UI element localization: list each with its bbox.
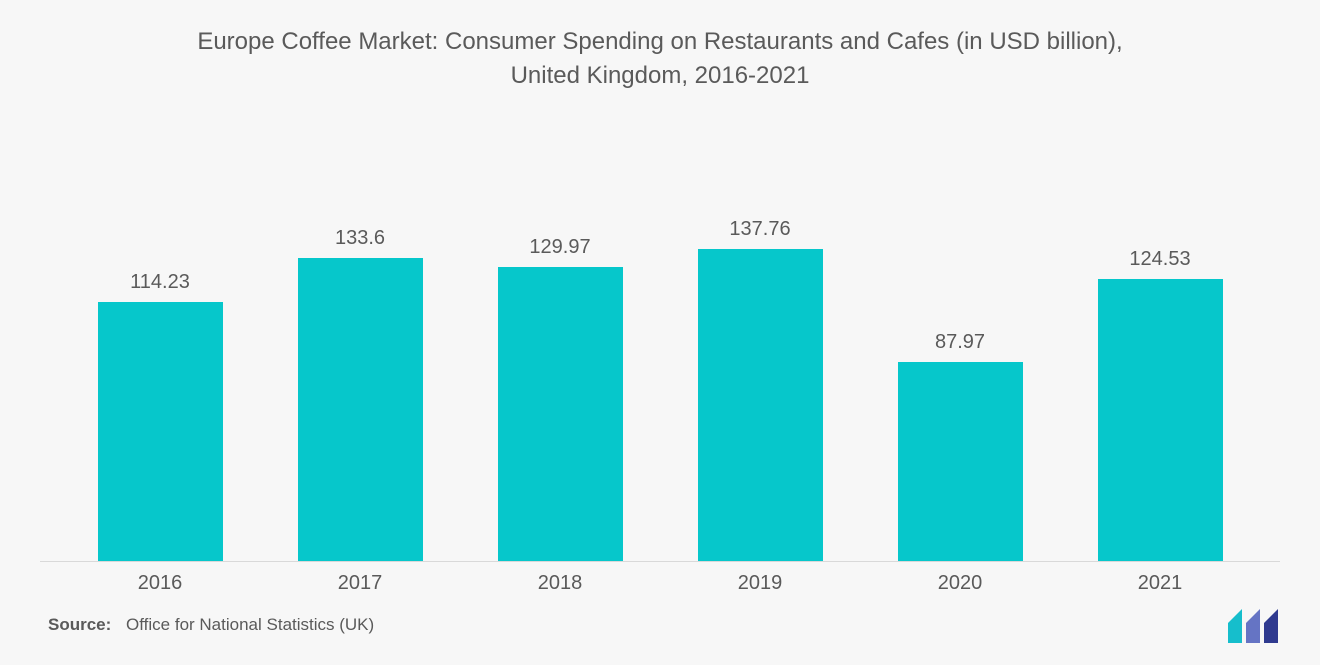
source-key: Source: bbox=[48, 615, 111, 634]
x-axis-label: 2016 bbox=[60, 572, 260, 595]
x-axis-label: 2020 bbox=[860, 572, 1060, 595]
bar-group: 133.6 bbox=[260, 162, 460, 561]
bar-value-label: 87.97 bbox=[935, 331, 985, 354]
bar-value-label: 124.53 bbox=[1129, 248, 1190, 271]
bar-value-label: 114.23 bbox=[130, 271, 190, 294]
bar-value-label: 137.76 bbox=[729, 218, 790, 241]
title-line-2: United Kingdom, 2016-2021 bbox=[511, 62, 810, 89]
bar-value-label: 129.97 bbox=[529, 236, 590, 259]
bar-group: 114.23 bbox=[60, 162, 260, 561]
x-axis-label: 2019 bbox=[660, 572, 860, 595]
bar-value-label: 133.6 bbox=[335, 227, 385, 250]
x-axis-label: 2018 bbox=[460, 572, 660, 595]
bar-group: 124.53 bbox=[1060, 162, 1260, 561]
logo-bar-1 bbox=[1228, 609, 1242, 643]
logo-bar-2 bbox=[1246, 609, 1260, 643]
bar bbox=[298, 258, 423, 561]
chart-title: Europe Coffee Market: Consumer Spending … bbox=[160, 25, 1160, 92]
bar-group: 137.76 bbox=[660, 162, 860, 561]
logo-bar-3 bbox=[1264, 609, 1278, 643]
bar bbox=[898, 362, 1023, 561]
bar bbox=[498, 267, 623, 562]
x-axis-label: 2017 bbox=[260, 572, 460, 595]
bar-group: 87.97 bbox=[860, 162, 1060, 561]
x-axis-label: 2021 bbox=[1060, 572, 1260, 595]
bar bbox=[1098, 279, 1223, 561]
bar bbox=[98, 302, 223, 561]
x-axis-labels: 201620172018201920202021 bbox=[40, 572, 1280, 595]
title-line-1: Europe Coffee Market: Consumer Spending … bbox=[197, 28, 1122, 55]
source-attribution: Source: Office for National Statistics (… bbox=[48, 615, 374, 635]
source-text: Office for National Statistics (UK) bbox=[126, 615, 374, 634]
brand-logo bbox=[1228, 609, 1288, 643]
chart-plot-area: 114.23 133.6 129.97 137.76 87.97 124.53 bbox=[40, 162, 1280, 562]
bars-container: 114.23 133.6 129.97 137.76 87.97 124.53 bbox=[40, 162, 1280, 561]
bar bbox=[698, 249, 823, 561]
bar-group: 129.97 bbox=[460, 162, 660, 561]
